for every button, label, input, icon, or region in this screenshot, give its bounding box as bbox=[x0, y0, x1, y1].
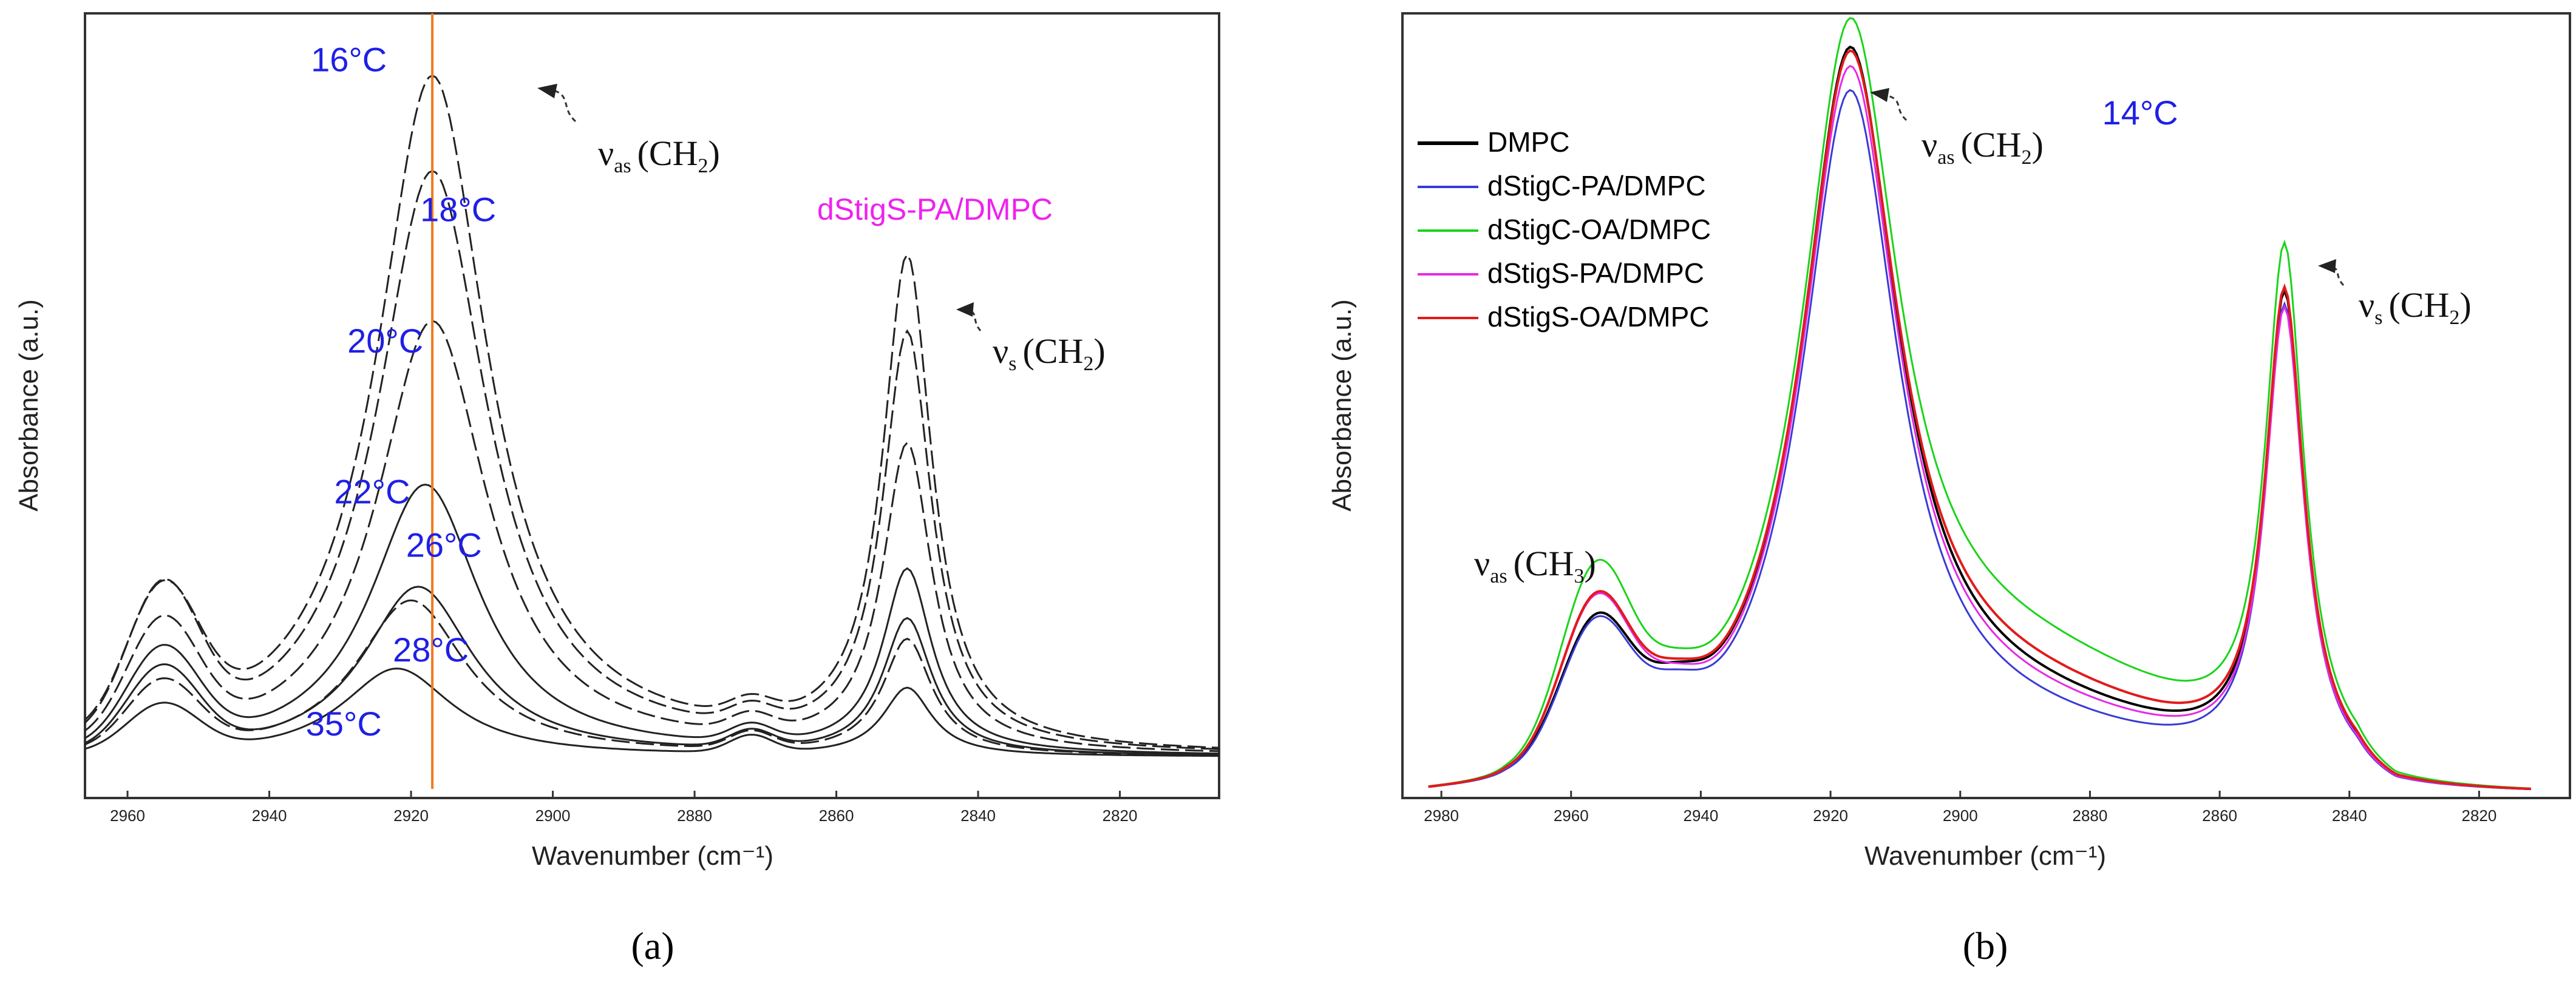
panel-b-title: 14°C bbox=[2102, 93, 2178, 132]
panel-a-series-line bbox=[84, 74, 1220, 749]
panel-b-ch3-annotation: νas (CH3) bbox=[1474, 544, 1596, 587]
panel-b-nu-s-annotation: νs (CH2) bbox=[2359, 285, 2472, 329]
panel-b-curves bbox=[1428, 17, 2531, 790]
panel-a-y-axis-label: Absorbance (a.u.) bbox=[14, 299, 44, 512]
panel-b-nu-s-arrowhead bbox=[2318, 259, 2336, 273]
panel-a-nu-as-arrowhead bbox=[537, 84, 557, 98]
panel-a-x-tick-label: 2840 bbox=[960, 807, 996, 825]
panel-a-series-line bbox=[84, 599, 1220, 756]
panel-a-temp-label: 20°C bbox=[347, 322, 423, 360]
panel-b-y-axis-label: Absorbance (a.u.) bbox=[1327, 299, 1357, 512]
panel-a-x-tick-label: 2960 bbox=[110, 807, 145, 825]
panel-b-legend-label: dStigC-OA/DMPC bbox=[1487, 214, 1711, 245]
panel-a-temp-label: 22°C bbox=[334, 473, 410, 511]
panel-a-series-line bbox=[84, 320, 1220, 753]
panel-b-x-tick-label: 2920 bbox=[1813, 807, 1848, 825]
panel-a-x-tick-label: 2940 bbox=[252, 807, 287, 825]
panel-a-temp-label: 16°C bbox=[311, 41, 387, 79]
panel-b-series-line bbox=[1428, 49, 2531, 790]
panel-a-title: dStigS-PA/DMPC bbox=[817, 192, 1053, 226]
panel-a-x-tick-label: 2820 bbox=[1103, 807, 1138, 825]
panel-b-nu-as-arrow bbox=[1888, 95, 1908, 121]
panel-a-nu-s-arrowhead bbox=[956, 302, 974, 317]
panel-b-x-tick-label: 2940 bbox=[1684, 807, 1719, 825]
panel-a-series-line bbox=[84, 668, 1219, 757]
panel-a-nu-as-annotation: νas (CH2) bbox=[598, 134, 720, 177]
panel-a-nu-s-arrow bbox=[968, 309, 982, 331]
panel-b-x-tick-label: 2960 bbox=[1554, 807, 1589, 825]
panel-b-x-tick-label: 2880 bbox=[2073, 807, 2108, 825]
panel-b-x-ticks: 2980 2960 2940 2920 2900 2880 2860 2840 2820 bbox=[1424, 791, 2496, 825]
panel-b-legend-label: dStigS-PA/DMPC bbox=[1487, 257, 1704, 289]
panel-a-nu-as-arrow bbox=[555, 90, 577, 123]
panel-a-x-tick-label: 2920 bbox=[393, 807, 429, 825]
panel-a-series-line bbox=[84, 170, 1220, 750]
panel-a-series-line bbox=[84, 483, 1220, 755]
panel-b-x-tick-label: 2820 bbox=[2462, 807, 2497, 825]
panel-a-series-line bbox=[84, 586, 1220, 756]
panel-b-x-axis-label: Wavenumber (cm⁻¹) bbox=[1864, 841, 2106, 871]
panel-a-x-axis-label: Wavenumber (cm⁻¹) bbox=[532, 841, 773, 871]
panel-a-curves bbox=[84, 74, 1220, 757]
panel-b-label: (b) bbox=[1963, 924, 2008, 967]
panel-a-x-ticks: 2960 2940 2920 2900 2880 2860 2840 2820 bbox=[110, 791, 1137, 825]
panel-b-series-line bbox=[1428, 17, 2531, 790]
panel-b-series-line bbox=[1428, 64, 2531, 790]
panel-b-legend-label: dStigS-OA/DMPC bbox=[1487, 301, 1710, 333]
panel-a-x-tick-label: 2900 bbox=[535, 807, 571, 825]
panel-b-x-tick-label: 2840 bbox=[2332, 807, 2367, 825]
panel-a-temp-label: 28°C bbox=[393, 631, 469, 669]
panel-a-temp-label: 35°C bbox=[306, 705, 382, 743]
panel-a-label: (a) bbox=[631, 924, 674, 967]
panel-a-plot-frame bbox=[84, 12, 1220, 799]
panel-a-nu-s-annotation: νs (CH2) bbox=[993, 331, 1106, 375]
panel-a-x-tick-label: 2860 bbox=[819, 807, 854, 825]
panel-b-nu-as-annotation: νas (CH2) bbox=[1922, 125, 2044, 169]
panel-b-x-tick-label: 2900 bbox=[1943, 807, 1978, 825]
panel-b-nu-as-arrowhead bbox=[1870, 88, 1889, 102]
panel-a-x-tick-label: 2880 bbox=[677, 807, 712, 825]
panel-b-x-tick-label: 2860 bbox=[2202, 807, 2237, 825]
panel-b-legend-label: DMPC bbox=[1487, 126, 1569, 158]
panel-b-x-tick-label: 2980 bbox=[1424, 807, 1459, 825]
panel-a-temp-label: 26°C bbox=[406, 526, 482, 564]
panel-b-legend: DMPC dStigC-PA/DMPC dStigC-OA/DMPC dStigS-P… bbox=[1418, 126, 1711, 333]
panel-b-plot-frame bbox=[1401, 12, 2571, 799]
panel-a-temperature-labels: 16°C 18°C 20°C 22°C 26°C 28°C 35°C bbox=[306, 41, 497, 743]
panel-a-temp-label: 18°C bbox=[420, 190, 496, 228]
panel-b-legend-label: dStigC-PA/DMPC bbox=[1487, 170, 1706, 201]
panel-b: 2980 2960 2940 2920 2900 2880 2860 2840 2820 Wav… bbox=[1327, 12, 2571, 967]
panel-a: 2960 2940 2920 2900 2880 2860 2840 2820 16°C 18°… bbox=[14, 12, 1220, 967]
